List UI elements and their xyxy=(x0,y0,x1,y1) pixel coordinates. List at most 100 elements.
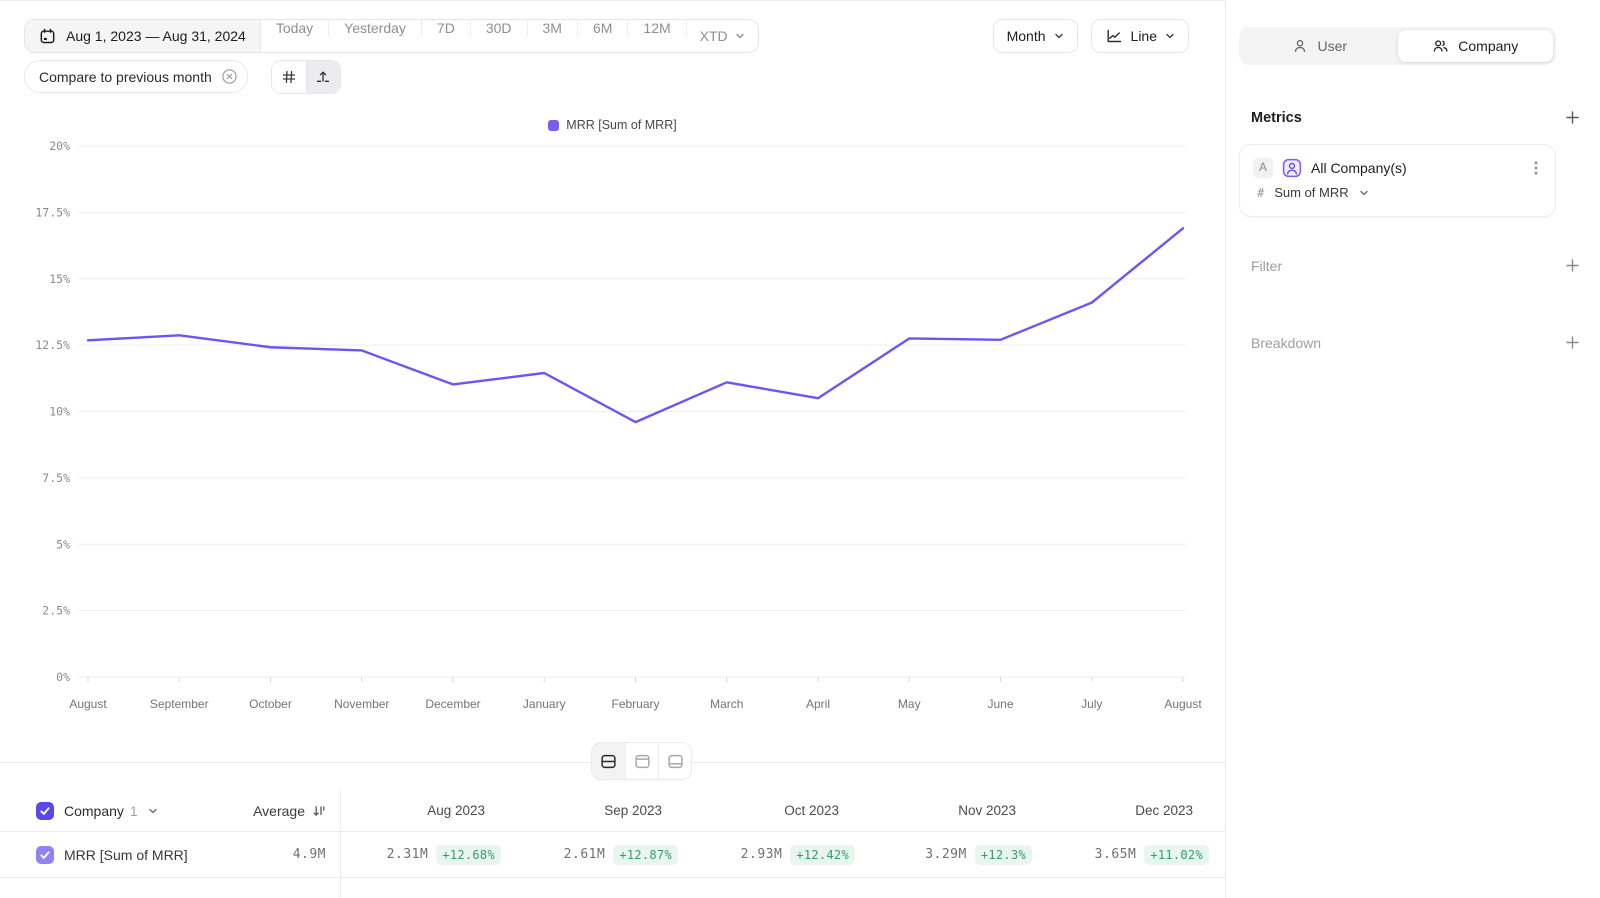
x-axis-tick: November xyxy=(334,697,389,711)
metrics-heading: Metrics xyxy=(1251,109,1302,126)
chevron-down-icon xyxy=(1165,31,1175,41)
y-axis-tick: 17.5% xyxy=(35,205,70,219)
arrow-up-line-icon xyxy=(315,69,331,85)
trend-toggle-button[interactable] xyxy=(305,61,340,93)
date-toolbar: Aug 1, 2023 — Aug 31, 2024 Today Yesterda… xyxy=(24,19,759,53)
legend-label: MRR [Sum of MRR] xyxy=(566,118,677,132)
main-panel: Aug 1, 2023 — Aug 31, 2024 Today Yesterda… xyxy=(0,19,1225,898)
month-header: Aug 2023 xyxy=(340,803,517,818)
month-header-label: Nov 2023 xyxy=(958,803,1016,818)
layout-table-button[interactable] xyxy=(658,743,691,779)
add-breakdown-button[interactable] xyxy=(1561,331,1590,354)
layout-split-button[interactable] xyxy=(592,743,625,779)
month-header-label: Oct 2023 xyxy=(784,803,839,818)
preset-30d-button[interactable]: 30D xyxy=(470,20,528,36)
people-icon xyxy=(1432,38,1449,54)
layout-chart-button[interactable] xyxy=(625,743,658,779)
grid-toggle-button[interactable] xyxy=(271,61,306,93)
config-sidebar: User Company Metrics A xyxy=(1225,0,1600,898)
select-all-checkbox[interactable] xyxy=(36,801,54,820)
preset-xtd-button[interactable]: XTD xyxy=(686,20,758,52)
month-header-label: Dec 2023 xyxy=(1135,803,1193,818)
plus-icon xyxy=(1565,258,1580,273)
chart-type-label: Line xyxy=(1130,28,1157,44)
mrr-line-chart: 0% 2.5% 5% 7.5% 10% 12.5% 15% 17.5% 20% August Sep… xyxy=(35,139,1202,711)
month-cell: 2.61M +12.87% xyxy=(517,844,694,865)
preset-12m-button[interactable]: 12M xyxy=(628,20,687,36)
compare-toolbar: Compare to previous month xyxy=(24,60,341,94)
x-axis-tick: December xyxy=(425,697,480,711)
cell-value: 2.93M xyxy=(740,847,783,862)
month-header: Sep 2023 xyxy=(517,803,694,818)
aggregation-dropdown[interactable]: # Sum of MRR xyxy=(1253,185,1545,200)
metric-name: All Company(s) xyxy=(1311,160,1407,176)
y-axis-tick: 10% xyxy=(49,405,70,419)
table-column-divider xyxy=(340,790,341,898)
compare-chip-label: Compare to previous month xyxy=(39,68,212,85)
tab-user[interactable]: User xyxy=(1242,30,1398,62)
chevron-down-icon[interactable] xyxy=(148,806,158,816)
month-header: Oct 2023 xyxy=(694,803,871,818)
x-axis-tick: August xyxy=(1164,697,1202,711)
tab-company[interactable]: Company xyxy=(1397,30,1553,62)
y-axis-tick: 2.5% xyxy=(42,604,70,618)
preset-yesterday-button[interactable]: Yesterday xyxy=(329,20,422,36)
month-header: Nov 2023 xyxy=(871,803,1048,818)
granularity-dropdown[interactable]: Month xyxy=(992,19,1078,53)
kebab-icon xyxy=(1529,160,1543,176)
preset-3m-button[interactable]: 3M xyxy=(527,20,578,36)
row-checkbox[interactable] xyxy=(36,845,54,864)
chevron-down-icon xyxy=(1359,188,1369,198)
layout-switcher xyxy=(591,742,692,780)
table-row: MRR [Sum of MRR] 4.9M 2.31M +12.68% 2.61M +… xyxy=(0,832,1225,878)
sort-icon[interactable] xyxy=(312,804,326,818)
add-filter-button[interactable] xyxy=(1561,254,1590,277)
tab-company-label: Company xyxy=(1458,38,1519,54)
y-axis-tick: 0% xyxy=(56,670,70,684)
chart-type-dropdown[interactable]: Line xyxy=(1090,19,1189,53)
filter-section: Filter xyxy=(1239,254,1590,277)
chart-legend: MRR [Sum of MRR] xyxy=(0,118,1225,132)
chevron-down-icon xyxy=(735,31,745,41)
preset-6m-button[interactable]: 6M xyxy=(577,20,629,36)
y-axis-tick: 12.5% xyxy=(35,338,70,352)
legend-swatch xyxy=(548,119,560,131)
x-axis-tick: April xyxy=(806,697,830,711)
calendar-icon xyxy=(39,28,56,45)
line-chart-icon xyxy=(1105,27,1123,45)
x-axis-tick: March xyxy=(710,697,743,711)
preset-today-button[interactable]: Today xyxy=(260,20,330,36)
entity-count: 1 xyxy=(129,802,138,819)
cell-value: 2.31M xyxy=(386,847,429,862)
entity-header-label[interactable]: Company xyxy=(64,802,124,819)
x-axis-tick: May xyxy=(898,697,921,711)
cell-value: 2.61M xyxy=(563,847,606,862)
month-header-label: Aug 2023 xyxy=(427,803,485,818)
x-axis-tick: June xyxy=(987,697,1013,711)
chart-controls: Month Line xyxy=(992,19,1189,53)
average-header-label: Average xyxy=(253,802,305,819)
chart-option-toggles xyxy=(270,60,341,94)
delta-badge: +12.68% xyxy=(436,844,501,865)
compare-chip[interactable]: Compare to previous month xyxy=(24,60,248,93)
date-range-button[interactable]: Aug 1, 2023 — Aug 31, 2024 xyxy=(25,20,261,52)
layout-bottom-icon xyxy=(667,753,684,770)
metric-card[interactable]: A All Company(s) # Sum of MRR xyxy=(1239,144,1556,217)
tab-user-label: User xyxy=(1317,38,1348,54)
chevron-down-icon xyxy=(1054,31,1064,41)
mrr-line-series xyxy=(86,227,1185,424)
preset-7d-button[interactable]: 7D xyxy=(421,20,471,36)
row-average-value: 4.9M xyxy=(292,847,326,862)
date-preset-group: Aug 1, 2023 — Aug 31, 2024 Today Yesterda… xyxy=(24,19,759,53)
add-metric-button[interactable] xyxy=(1561,106,1590,129)
layout-split-icon xyxy=(600,753,617,770)
filter-label: Filter xyxy=(1251,257,1283,274)
delta-badge: +12.42% xyxy=(790,844,855,865)
grid-icon xyxy=(281,69,297,85)
xtd-label: XTD xyxy=(699,28,728,44)
delta-badge: +12.3% xyxy=(974,844,1032,865)
metric-menu-button[interactable] xyxy=(1527,158,1545,178)
cell-value: 3.29M xyxy=(925,847,967,862)
close-circle-icon[interactable] xyxy=(221,68,238,85)
plus-icon xyxy=(1565,335,1580,350)
